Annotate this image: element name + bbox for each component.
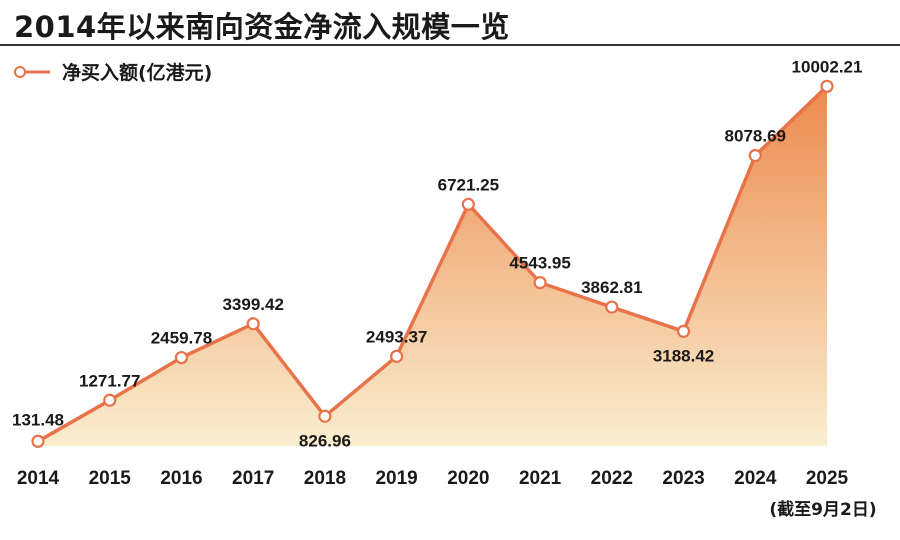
data-label-2025: 10002.21 [792,57,863,76]
x-tick-label-2017: 2017 [232,468,274,489]
data-label-2020: 6721.25 [438,175,499,194]
data-label-2022: 3862.81 [581,278,642,297]
title-divider [0,44,900,46]
data-label-2024: 8078.69 [725,126,786,145]
data-point-2023 [676,324,691,338]
data-points [31,79,834,448]
legend-label: 净买入额(亿港元) [62,61,212,84]
x-tick-label-2022: 2022 [591,468,633,489]
series-line [37,85,829,443]
x-tick-label-2021: 2021 [519,468,562,489]
data-point-2019 [390,349,404,363]
data-label-2014: 131.48 [12,410,64,429]
data-point-2017 [246,317,260,331]
data-labels: 131.48 1271.77 2459.78 3399.42 826.96 2493.37… [12,57,862,450]
data-point-2018 [318,409,332,423]
x-tick-label-2014: 2014 [17,468,60,489]
date-note: (截至9月2日) [769,499,876,520]
data-point-2022 [605,300,619,314]
data-label-2016: 2459.78 [151,329,212,348]
x-tick-label-2018: 2018 [304,468,346,489]
data-point-2021 [533,275,547,290]
data-point-2024 [748,148,762,163]
legend: 净买入额(亿港元) [14,61,212,84]
x-tick-label-2019: 2019 [375,468,417,489]
data-point-2014 [31,434,45,448]
data-label-2019: 2493.37 [366,327,427,346]
chart-title: 2014年以来南向资金净流入规模一览 [14,10,510,44]
data-label-2023: 3188.42 [653,346,714,365]
data-label-2018: 826.96 [299,431,351,450]
data-point-2015 [103,393,117,407]
data-point-2025 [820,79,834,93]
x-tick-label-2020: 2020 [447,468,489,489]
area-fill [38,86,827,447]
x-tick-label-2023: 2023 [662,468,704,489]
data-label-2015: 1271.77 [79,371,140,390]
x-tick-label-2025: 2025 [806,468,849,489]
data-label-2021: 4543.95 [509,254,570,273]
data-point-2020 [461,197,475,211]
x-tick-label-2024: 2024 [734,468,777,489]
data-point-2016 [174,350,189,365]
data-label-2017: 3399.42 [222,295,283,314]
x-axis-labels: 2014 2015 2016 2017 2018 2019 2020 2021 2022 2023… [17,468,849,489]
legend-marker-icon [14,66,26,78]
x-tick-label-2015: 2015 [89,468,132,489]
x-tick-label-2016: 2016 [160,468,202,489]
